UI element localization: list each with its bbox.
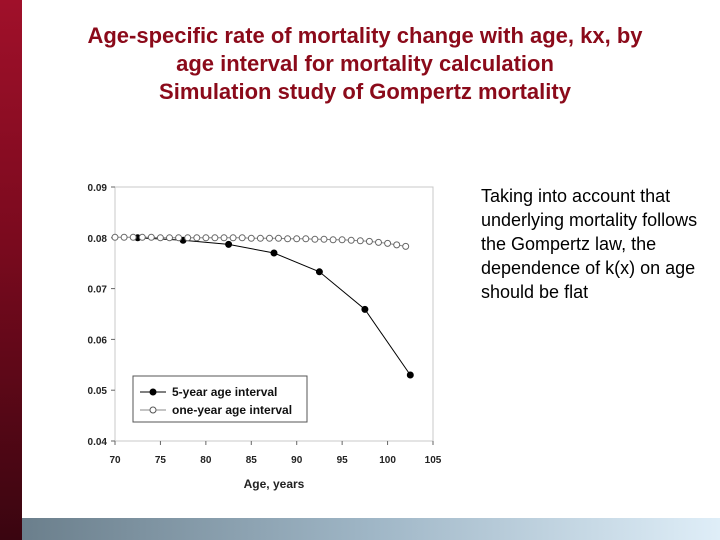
data-point-5yr: [270, 249, 278, 257]
data-point-1yr: [120, 233, 128, 241]
data-point-1yr: [256, 234, 264, 242]
y-tick-label: 0.04: [88, 437, 108, 448]
title-line-3: Simulation study of Gompertz mortality: [159, 79, 571, 104]
x-tick-label: 70: [109, 455, 121, 466]
y-tick-label: 0.09: [88, 183, 108, 194]
data-point-1yr: [220, 234, 228, 242]
data-point-5yr: [361, 305, 369, 313]
data-point-5yr: [315, 268, 323, 276]
title-line-1: Age-specific rate of mortality change wi…: [87, 23, 643, 48]
data-point-1yr: [147, 233, 155, 241]
data-point-1yr: [365, 237, 373, 245]
data-point-1yr: [202, 234, 210, 242]
data-point-1yr: [193, 234, 201, 242]
legend-marker-1yr: [149, 406, 157, 414]
x-tick-label: 85: [246, 455, 258, 466]
data-point-1yr: [238, 234, 246, 242]
x-tick-label: 75: [155, 455, 167, 466]
data-point-1yr: [329, 236, 337, 244]
y-tick-label: 0.06: [88, 335, 108, 346]
data-point-1yr: [384, 239, 392, 247]
slide-title: Age-specific rate of mortality change wi…: [30, 22, 700, 106]
x-tick-label: 105: [425, 455, 442, 466]
x-tick-label: 100: [379, 455, 396, 466]
data-point-1yr: [338, 236, 346, 244]
data-point-5yr: [406, 371, 414, 379]
data-point-1yr: [293, 235, 301, 243]
data-point-1yr: [320, 235, 328, 243]
x-tick-label: 90: [291, 455, 303, 466]
bottom-accent-bar: [22, 518, 720, 540]
data-point-1yr: [275, 234, 282, 242]
data-point-1yr: [402, 242, 410, 250]
y-tick-label: 0.07: [88, 285, 108, 296]
x-axis-label: Age, years: [244, 477, 305, 491]
y-tick-label: 0.05: [88, 386, 108, 397]
legend-label-1yr: one-year age interval: [172, 403, 292, 417]
data-point-1yr: [266, 234, 273, 242]
axes: 70 75 80 85 90 95 100 105 0.04 0.05 0.06 0.07 0.08 0.…: [88, 183, 442, 466]
data-point-1yr: [175, 234, 183, 242]
left-accent-bar: [0, 0, 22, 540]
data-point-1yr: [393, 241, 401, 249]
data-point-1yr: [229, 234, 237, 242]
data-point-1yr: [356, 237, 364, 245]
data-point-1yr: [311, 235, 319, 243]
x-tick-label: 95: [337, 455, 349, 466]
data-point-1yr: [111, 233, 119, 241]
data-point-1yr: [166, 234, 173, 242]
explanation-text: Taking into account that underlying mort…: [481, 186, 698, 302]
x-tick-label: 80: [200, 455, 212, 466]
data-point-1yr: [247, 234, 255, 242]
data-point-1yr: [211, 234, 219, 242]
legend: 5-year age interval one-year age interva…: [132, 375, 308, 423]
data-point-1yr: [184, 234, 192, 242]
data-point-5yr: [225, 240, 233, 248]
data-point-1yr: [156, 234, 164, 242]
data-point-1yr: [138, 233, 146, 241]
legend-marker-5yr: [149, 388, 157, 396]
data-point-1yr: [129, 233, 137, 241]
data-point-1yr: [347, 236, 355, 244]
data-point-1yr: [302, 235, 310, 243]
legend-label-5yr: 5-year age interval: [172, 385, 277, 399]
data-point-1yr: [375, 238, 382, 246]
title-line-2: age interval for mortality calculation: [176, 51, 554, 76]
y-tick-label: 0.08: [88, 234, 108, 245]
data-point-1yr: [284, 235, 292, 243]
legend-box: [132, 375, 308, 423]
series-points: [111, 233, 414, 379]
